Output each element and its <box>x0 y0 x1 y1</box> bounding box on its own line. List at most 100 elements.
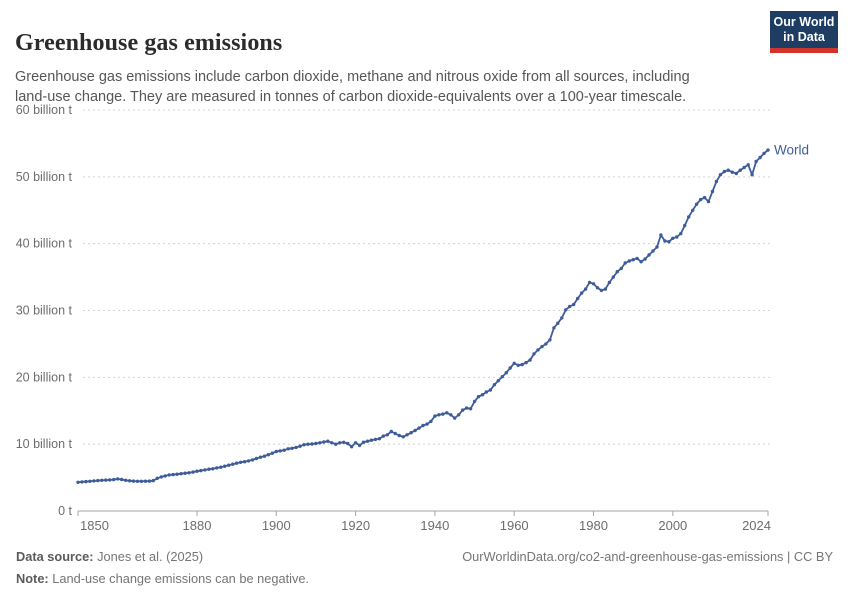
series-point <box>223 464 227 468</box>
series-point <box>603 287 608 291</box>
series-point <box>457 413 461 417</box>
series-point <box>548 338 552 342</box>
series-point <box>393 431 397 436</box>
y-tick-label: 20 billion t <box>16 370 73 384</box>
series-point <box>679 231 683 236</box>
series-point <box>211 467 215 471</box>
series-point <box>627 259 631 263</box>
series-point <box>595 286 600 290</box>
footer-sources-row: Data source: Jones et al. (2025) OurWorl… <box>16 549 833 564</box>
series-point <box>88 479 92 483</box>
series-point <box>155 476 159 480</box>
series-point <box>706 199 711 204</box>
series-line-world <box>77 149 769 484</box>
series-point <box>750 173 754 177</box>
series-point <box>540 344 544 349</box>
series-point <box>84 479 88 484</box>
y-tick-label: 60 billion t <box>16 103 73 117</box>
series-point <box>552 326 556 330</box>
series-point <box>445 411 449 415</box>
series-point <box>179 472 183 476</box>
series-point <box>274 449 278 454</box>
series-point <box>500 375 504 379</box>
x-tick-label: 1940 <box>420 518 449 533</box>
series-point <box>714 179 719 184</box>
series-point <box>409 431 413 435</box>
series-point <box>651 249 655 253</box>
footer-link-text: OurWorldinData.org/co2-and-greenhouse-ga… <box>462 549 833 564</box>
note-label: Note: <box>16 571 49 586</box>
emissions-line-chart[interactable]: 0 t 10 billion t 20 billion t 30 billion t 4… <box>0 92 850 540</box>
y-tick-label: 40 billion t <box>16 237 73 251</box>
series-point <box>576 296 580 301</box>
x-tick-label: 1880 <box>183 518 212 533</box>
series-point <box>461 408 465 412</box>
series-point <box>726 168 730 172</box>
series-point <box>413 428 417 433</box>
y-tick-label: 50 billion t <box>16 170 73 184</box>
series-point <box>310 442 314 446</box>
series-point <box>100 478 104 482</box>
world-series-label: World <box>774 143 809 158</box>
series-point <box>766 148 770 152</box>
series-point <box>123 478 128 482</box>
series-point <box>484 390 489 394</box>
series-point <box>175 472 179 476</box>
series-point <box>504 371 508 375</box>
series-point <box>433 414 437 418</box>
series-point <box>583 287 588 291</box>
series-point <box>425 422 429 426</box>
series-point <box>421 423 425 428</box>
series-point <box>215 466 219 470</box>
x-tick-label: 1920 <box>341 518 370 533</box>
series-point <box>203 468 207 472</box>
series-point <box>687 215 691 219</box>
owid-logo-line1: Our World <box>773 14 835 29</box>
series-point <box>722 169 727 174</box>
series-point <box>330 441 334 445</box>
series-point <box>270 451 274 455</box>
series-point <box>286 447 290 451</box>
chart-subtitle: Greenhouse gas emissions include carbon … <box>15 68 690 105</box>
series-point <box>167 473 171 477</box>
series-point <box>742 165 746 170</box>
series-point <box>219 465 223 469</box>
owid-logo[interactable]: Our World in Data <box>770 11 838 53</box>
series-point <box>143 479 148 483</box>
series-point <box>171 472 175 477</box>
series-point <box>234 461 239 465</box>
series-point <box>334 442 338 446</box>
series-point <box>227 463 231 467</box>
y-tick-label: 30 billion t <box>16 304 73 318</box>
series-point <box>385 433 389 437</box>
series-point <box>131 479 136 483</box>
x-tick-label: 1960 <box>500 518 529 533</box>
series-point <box>639 260 643 264</box>
series-point <box>147 479 152 483</box>
series-point <box>365 439 370 443</box>
license-link[interactable]: CC BY <box>793 549 833 564</box>
series-point <box>397 433 401 438</box>
series-point <box>560 316 564 320</box>
series-point <box>254 456 259 461</box>
series-point <box>417 426 421 430</box>
series-point <box>441 412 445 416</box>
series-point <box>258 455 263 459</box>
series-point <box>532 352 536 356</box>
series-point <box>702 195 707 200</box>
series-point <box>587 280 592 285</box>
series-point <box>579 291 584 295</box>
series-point <box>476 395 481 399</box>
series-point <box>135 479 140 483</box>
series-point <box>730 170 734 174</box>
series-point <box>738 168 742 172</box>
series-point <box>524 360 528 365</box>
series-point <box>116 477 120 481</box>
series-point <box>746 163 750 167</box>
series-point <box>195 469 199 473</box>
owid-logo-line2: in Data <box>783 29 825 44</box>
data-source-text: Data source: Jones et al. (2025) <box>16 549 203 564</box>
series-point <box>108 478 112 482</box>
x-tick-label: 2000 <box>658 518 687 533</box>
owid-url-link[interactable]: OurWorldinData.org/co2-and-greenhouse-ga… <box>462 549 784 564</box>
